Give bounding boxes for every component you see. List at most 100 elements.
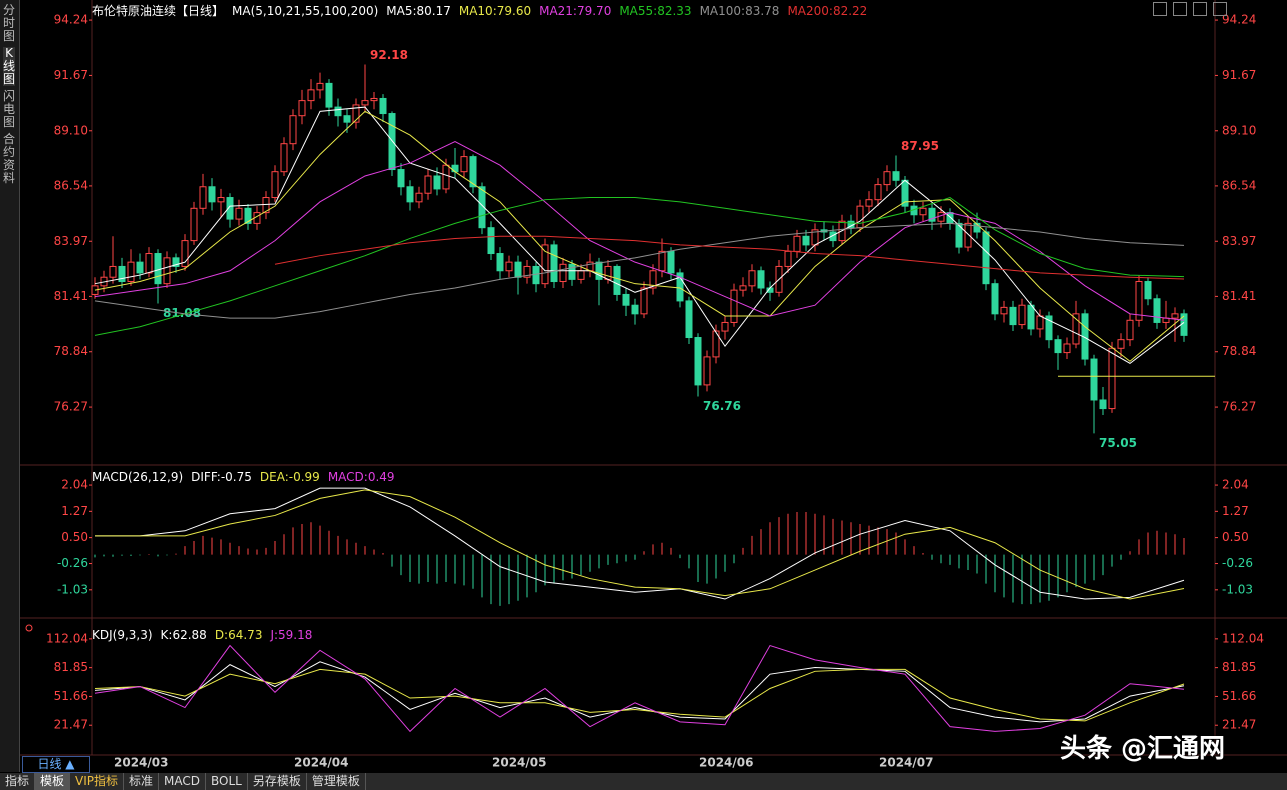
legend-entry: MA100:83.78 [699,4,780,18]
extreme-label: 87.95 [901,139,939,153]
panel-title: MACD(26,12,9) [92,470,184,484]
y-tick-label: -1.03 [57,582,88,596]
period-tab[interactable]: 日线 ▲ [22,756,90,773]
sidebar-tab[interactable]: 合约资料 [3,132,16,185]
candle-body [874,184,882,201]
legend-entry: J:59.18 [270,628,313,642]
candle-body [946,212,954,224]
x-tick-label: 2024/06 [699,756,753,770]
candle-body [1054,339,1062,354]
candle-body [964,222,972,248]
indicator-line [94,140,1185,321]
candle-body [316,82,324,91]
candle-body [199,186,207,209]
y-tick-label: 81.41 [1222,289,1256,303]
candle-body [1045,315,1053,341]
candle-body [442,164,450,190]
toolbar-item[interactable]: BOLL [206,773,248,790]
toolbar-item[interactable]: 指标 [0,773,36,790]
candle-body [892,171,900,181]
indicator-line [274,235,1185,280]
panel-header: 布伦特原油连续【日线】 MA(5,10,21,55,100,200) MA5:80.… [92,2,875,19]
candle-body [1153,298,1161,323]
sidebar-tab[interactable]: 闪电图 [3,89,16,129]
candle-body [307,89,315,102]
candle-body [676,272,684,302]
indicator-line [94,644,1185,733]
candle-body [415,192,423,203]
extreme-label: 92.18 [370,48,408,62]
toolbar-item[interactable]: VIP指标 [70,773,125,790]
candle-body [1018,304,1026,326]
candle-body [190,207,198,242]
icon[interactable] [1153,2,1167,16]
legend-entry: DIFF:-0.75 [191,470,252,484]
candle-body [604,265,612,280]
x-tick-label: 2024/04 [294,756,348,770]
candle-body [856,205,864,229]
candle-body [505,261,513,272]
candle-body [640,287,648,315]
candle-body [937,212,945,222]
toolbar-item[interactable]: MACD [159,773,207,790]
toolbar-item[interactable]: 管理模板 [307,773,366,790]
candle-body [127,261,135,283]
candle-body [1171,313,1179,319]
y-tick-label: 89.10 [1222,123,1256,137]
legend-entry: D:64.73 [214,628,263,642]
candle-body [1072,313,1080,345]
candle-body [658,250,666,272]
y-tick-label: 76.27 [54,400,88,414]
y-tick-label: 89.10 [54,123,88,137]
candle-body [712,330,720,358]
sidebar-tab[interactable]: K线图 [3,46,16,86]
candle-body [613,265,621,295]
toolbar-item[interactable]: 另存模板 [248,773,307,790]
candle-body [1027,304,1035,330]
legend-entry: MACD:0.49 [327,470,395,484]
candle-body [559,263,567,283]
indicator-line [94,668,1185,722]
indicator-line [94,222,1185,319]
y-tick-label: 1.27 [61,504,88,518]
candle-body [172,257,180,267]
toolbar-item[interactable]: 标准 [124,773,160,790]
toolbar: 指标 模板 VIP指标 标准 MACD BOLL 另存模板 管理模板 [0,773,1287,790]
y-tick-label: 94.24 [1222,13,1256,27]
icon[interactable] [1173,2,1187,16]
candle-body [487,227,495,255]
candle-body [478,186,486,229]
candle-body [451,164,459,173]
panel-title: KDJ(9,3,3) [92,628,153,642]
y-tick-label: 78.84 [54,344,88,358]
candle-body [973,222,981,233]
toolbar-item[interactable]: 模板 [35,773,71,790]
icon[interactable] [1213,2,1227,16]
candle-body [793,235,801,252]
candle-body [226,197,234,220]
candle-body [541,244,549,285]
candle-body [865,199,873,207]
candle-body [109,265,117,278]
icon[interactable] [1193,2,1207,16]
x-tick-label: 2024/03 [114,756,168,770]
candle-body [1099,399,1107,410]
y-tick-label: 76.27 [1222,400,1256,414]
candle-body [424,175,432,194]
candle-body [244,207,252,224]
candle-body [514,261,522,278]
y-tick-label: 86.54 [54,178,88,192]
candle-body [433,175,441,190]
legend-entry: MA21:79.70 [539,4,612,18]
candle-body [784,250,792,267]
panel-header: KDJ(9,3,3) K:62.88 D:64.73 J:59.18 [92,628,320,642]
candle-body [748,270,756,287]
y-tick-label: 21.47 [54,718,88,732]
candle-body [667,250,675,274]
x-tick-label: 2024/07 [879,756,933,770]
candle-body [289,115,297,145]
y-tick-label: 91.67 [54,68,88,82]
panel-header: MACD(26,12,9) DIFF:-0.75 DEA:-0.99 MACD:0.4… [92,470,403,484]
sidebar-tab[interactable]: 分时图 [3,3,16,43]
